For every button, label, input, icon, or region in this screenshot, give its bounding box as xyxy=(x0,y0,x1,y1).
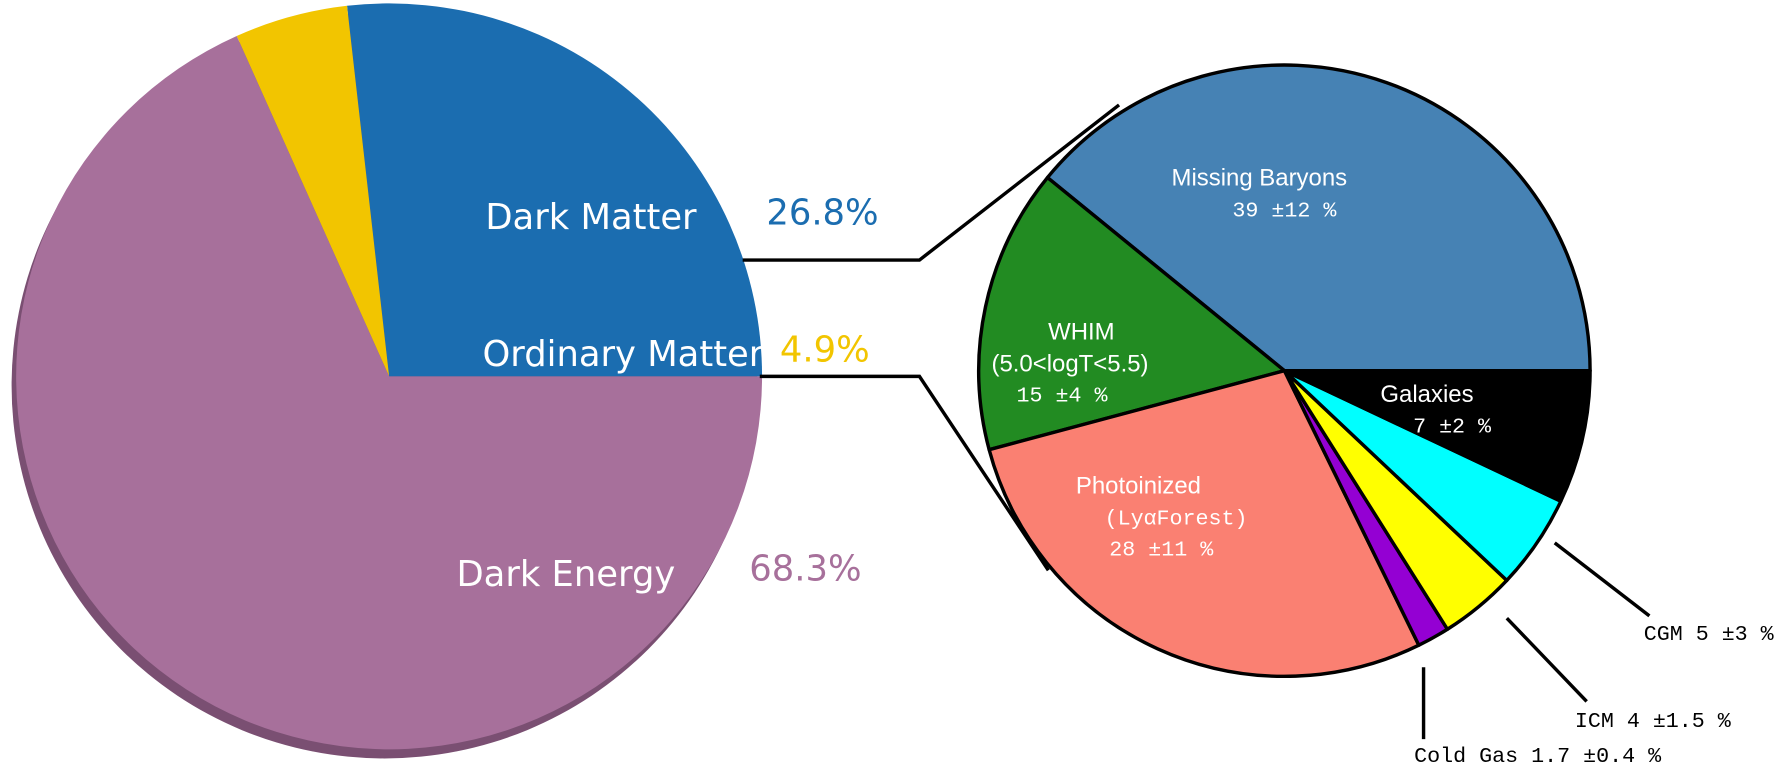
value-label: 28 ±11 % xyxy=(1109,537,1213,562)
outside-label: CGM 5 ±3 % xyxy=(1644,622,1774,647)
slice-label: Ordinary Matter xyxy=(482,334,763,375)
pie-slice xyxy=(16,35,763,750)
connector-line xyxy=(759,374,1050,572)
outside-label: Cold Gas 1.7 ±0.4 % xyxy=(1414,744,1661,769)
value-label: 7 ±2 % xyxy=(1413,414,1491,439)
pie-slice xyxy=(977,175,1287,452)
connectors xyxy=(742,103,1651,740)
pie-slice xyxy=(347,3,763,377)
labels: Dark Matter 26.8% Ordinary Matter 4.9% Dark … xyxy=(456,164,1773,769)
value-label: 1.7 ±0.4 % xyxy=(1531,744,1661,769)
main-pie xyxy=(16,3,763,750)
value-label: 4.9% xyxy=(780,329,870,370)
outside-label: ICM 4 ±1.5 % xyxy=(1575,709,1731,734)
connector-line xyxy=(742,103,1121,262)
pie-slice xyxy=(987,368,1421,679)
pie-slice xyxy=(1282,368,1592,503)
pie-slice xyxy=(236,5,390,377)
value-label: 39 ±12 % xyxy=(1232,199,1336,224)
slice-label: (5.0<logT<5.5) xyxy=(991,350,1148,377)
value-label: 26.8% xyxy=(766,192,878,233)
slice-label: CGM xyxy=(1644,622,1683,647)
slice-label: Photoinized xyxy=(1076,472,1201,499)
slice-label: WHIM xyxy=(1048,318,1114,345)
value-label: 15 ±4 % xyxy=(1017,383,1108,408)
pie-slice xyxy=(1045,63,1592,373)
value-label: 4 ±1.5 % xyxy=(1627,709,1731,734)
slice-label: Galaxies xyxy=(1380,381,1473,408)
leader-line xyxy=(1553,541,1651,618)
value-label: 5 ±3 % xyxy=(1696,622,1774,647)
slice-label: (LyαForest) xyxy=(1105,507,1248,532)
slice-label: Missing Baryons xyxy=(1172,164,1348,191)
value-label: 68.3% xyxy=(749,548,861,589)
slice-label: ICM xyxy=(1575,709,1614,734)
leader-line xyxy=(1505,616,1588,703)
slice-label: Cold Gas xyxy=(1414,744,1518,769)
slice-label: Dark Energy xyxy=(456,554,675,595)
detail-pie xyxy=(977,63,1592,679)
slice-label: Dark Matter xyxy=(485,197,697,238)
